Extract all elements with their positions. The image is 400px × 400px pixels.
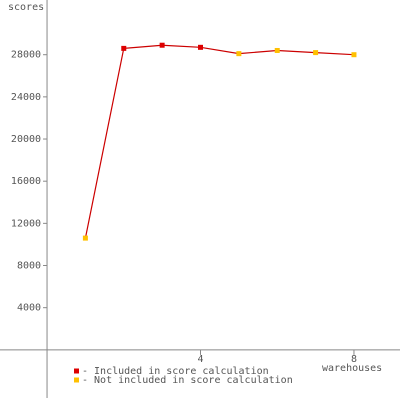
y-tick-label: 20000 — [11, 134, 41, 145]
y-tick-label: 4000 — [17, 303, 41, 314]
x-axis-label: warehouses — [322, 363, 382, 374]
legend-marker — [74, 377, 79, 383]
data-point — [274, 47, 280, 53]
y-tick-label: 28000 — [11, 50, 41, 61]
data-point — [198, 44, 203, 50]
series-line — [84, 44, 354, 239]
x-tick-label: 4 — [197, 354, 203, 365]
data-point — [159, 42, 165, 48]
data-point — [236, 51, 242, 57]
y-tick-label: 12000 — [11, 218, 41, 229]
data-point — [121, 45, 127, 51]
y-tick-label: 24000 — [11, 92, 41, 103]
data-point — [351, 52, 357, 58]
x-tick-label: 8 — [351, 354, 357, 365]
data-point — [82, 235, 88, 241]
y-axis-label: scores — [8, 2, 44, 13]
legend-label: - Included in score calculation — [82, 366, 269, 377]
data-point — [313, 50, 319, 56]
y-tick-label: 16000 — [11, 176, 41, 187]
y-tick-label: 8000 — [17, 261, 41, 272]
legend-marker — [74, 368, 79, 374]
legend-label: - Not included in score calculation — [82, 375, 293, 386]
